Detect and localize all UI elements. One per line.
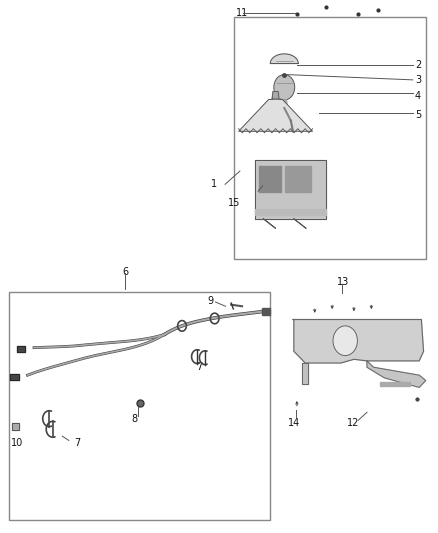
Text: 14: 14	[288, 418, 300, 428]
Text: 9: 9	[208, 296, 214, 306]
Polygon shape	[10, 374, 19, 380]
Polygon shape	[259, 166, 281, 192]
Polygon shape	[263, 219, 276, 228]
Polygon shape	[254, 160, 326, 219]
Text: 6: 6	[122, 267, 128, 277]
Text: 5: 5	[415, 110, 421, 120]
Polygon shape	[367, 361, 426, 387]
Bar	[234, 17, 426, 259]
Text: 4: 4	[415, 91, 421, 101]
Circle shape	[333, 326, 357, 356]
Polygon shape	[380, 382, 410, 386]
Polygon shape	[302, 363, 308, 384]
Polygon shape	[294, 219, 306, 228]
Polygon shape	[254, 209, 326, 215]
Polygon shape	[261, 308, 270, 316]
Polygon shape	[272, 92, 279, 99]
Circle shape	[274, 75, 295, 100]
Text: 12: 12	[346, 418, 359, 428]
Polygon shape	[17, 345, 25, 352]
Text: 7: 7	[74, 438, 81, 448]
Text: 8: 8	[131, 414, 137, 424]
Text: 15: 15	[227, 198, 240, 208]
Polygon shape	[285, 166, 311, 192]
Text: 2: 2	[415, 60, 421, 70]
Polygon shape	[281, 100, 287, 107]
Polygon shape	[270, 54, 298, 63]
Text: 1: 1	[211, 179, 217, 189]
Text: 7: 7	[196, 362, 202, 372]
Text: 13: 13	[336, 277, 349, 287]
Polygon shape	[12, 423, 19, 430]
Polygon shape	[293, 319, 424, 363]
Polygon shape	[239, 100, 313, 131]
Text: 11: 11	[236, 8, 248, 18]
Text: 10: 10	[11, 438, 23, 448]
Text: 3: 3	[415, 75, 421, 85]
Bar	[9, 292, 270, 520]
